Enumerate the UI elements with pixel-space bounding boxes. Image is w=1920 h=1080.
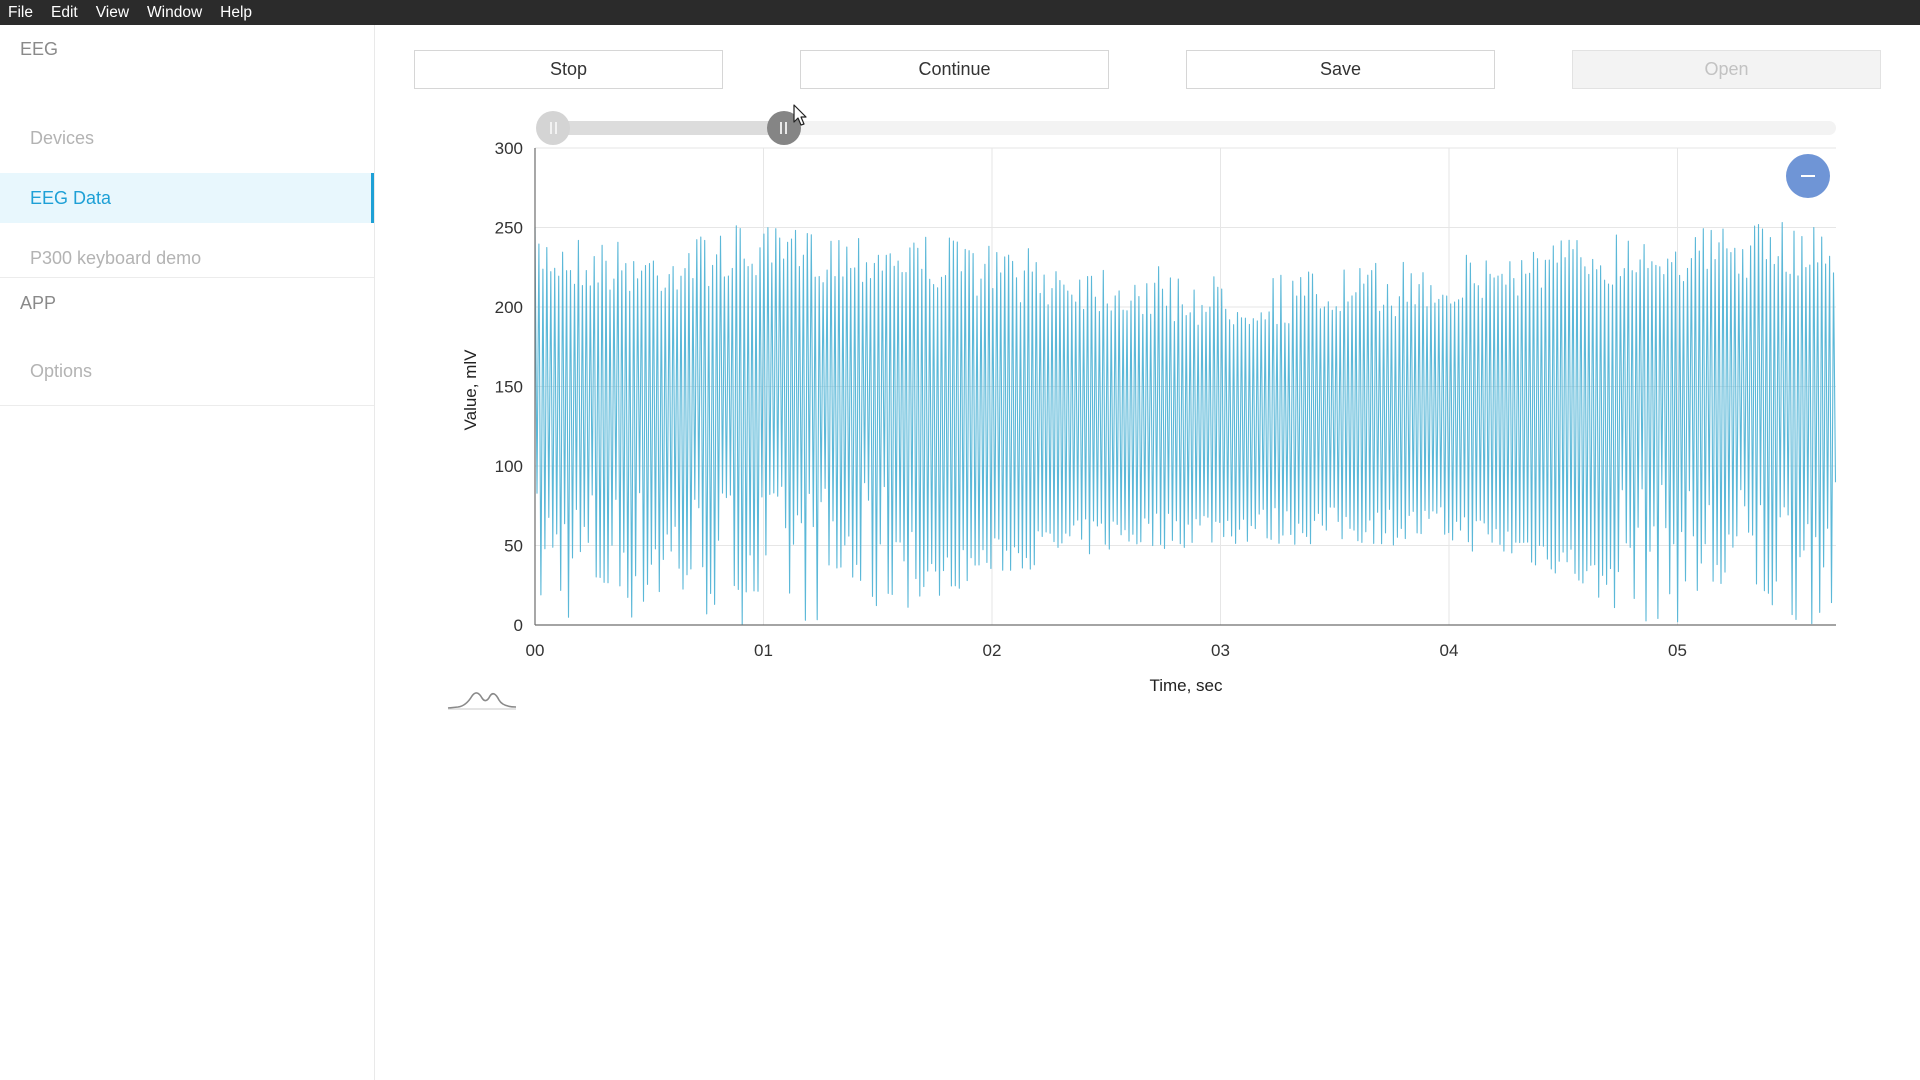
grip-icon — [780, 122, 783, 134]
sidebar: EEG Devices EEG Data P300 keyboard demo … — [0, 25, 375, 1080]
menu-file[interactable]: File — [8, 4, 33, 21]
y-tick-label: 0 — [514, 616, 523, 635]
menu-window[interactable]: Window — [147, 4, 203, 21]
sidebar-item-devices[interactable]: Devices — [30, 128, 95, 148]
sidebar-item-eeg-data[interactable]: EEG Data — [0, 173, 374, 223]
y-tick-label: 150 — [495, 378, 523, 397]
x-tick-label: 04 — [1440, 641, 1459, 660]
menu-edit[interactable]: Edit — [50, 4, 78, 21]
sidebar-item-options[interactable]: Options — [30, 361, 93, 381]
y-tick-label: 300 — [495, 139, 523, 158]
zoom-out-button[interactable] — [1786, 154, 1830, 198]
x-tick-label: 01 — [754, 641, 773, 660]
x-tick-label: 03 — [1211, 641, 1230, 660]
x-axis-title: Time, sec — [1149, 676, 1223, 695]
x-tick-label: 02 — [983, 641, 1002, 660]
continue-button[interactable]: Continue — [800, 50, 1109, 89]
grip-icon — [554, 122, 557, 134]
minus-icon — [1801, 175, 1815, 177]
chart-series — [534, 221, 1837, 626]
sidebar-section-app: APP — [20, 293, 57, 313]
y-tick-label: 250 — [495, 219, 523, 238]
sidebar-section-eeg: EEG — [20, 39, 59, 59]
stop-button[interactable]: Stop — [414, 50, 723, 89]
save-button[interactable]: Save — [1186, 50, 1495, 89]
y-axis-title: Value, mlV — [461, 349, 480, 431]
sidebar-divider — [0, 405, 374, 406]
grip-icon — [549, 122, 552, 134]
open-button[interactable]: Open — [1572, 50, 1881, 89]
y-tick-label: 50 — [504, 537, 523, 556]
range-slider-track[interactable] — [537, 121, 1836, 135]
mouse-cursor-icon — [793, 104, 807, 126]
y-tick-label: 200 — [495, 298, 523, 317]
waveform-icon[interactable] — [446, 686, 518, 712]
chart-axes — [534, 148, 1836, 626]
x-tick-label: 05 — [1668, 641, 1687, 660]
menu-help[interactable]: Help — [220, 4, 253, 21]
sidebar-divider — [0, 277, 374, 278]
chart-tick-labels: 0 50 100 150 200 250 300 00 01 02 03 04 05 — [495, 139, 1687, 660]
grip-icon — [785, 122, 788, 134]
y-tick-label: 100 — [495, 457, 523, 476]
menu-bar: File Edit View Window Help — [0, 0, 1920, 25]
menu-view[interactable]: View — [95, 4, 130, 21]
eeg-series-line — [534, 221, 1837, 626]
sidebar-item-p300-keyboard-demo[interactable]: P300 keyboard demo — [30, 248, 202, 268]
range-slider-start-handle[interactable] — [536, 111, 570, 145]
x-tick-label: 00 — [526, 641, 545, 660]
range-slider-selection[interactable] — [537, 121, 784, 135]
